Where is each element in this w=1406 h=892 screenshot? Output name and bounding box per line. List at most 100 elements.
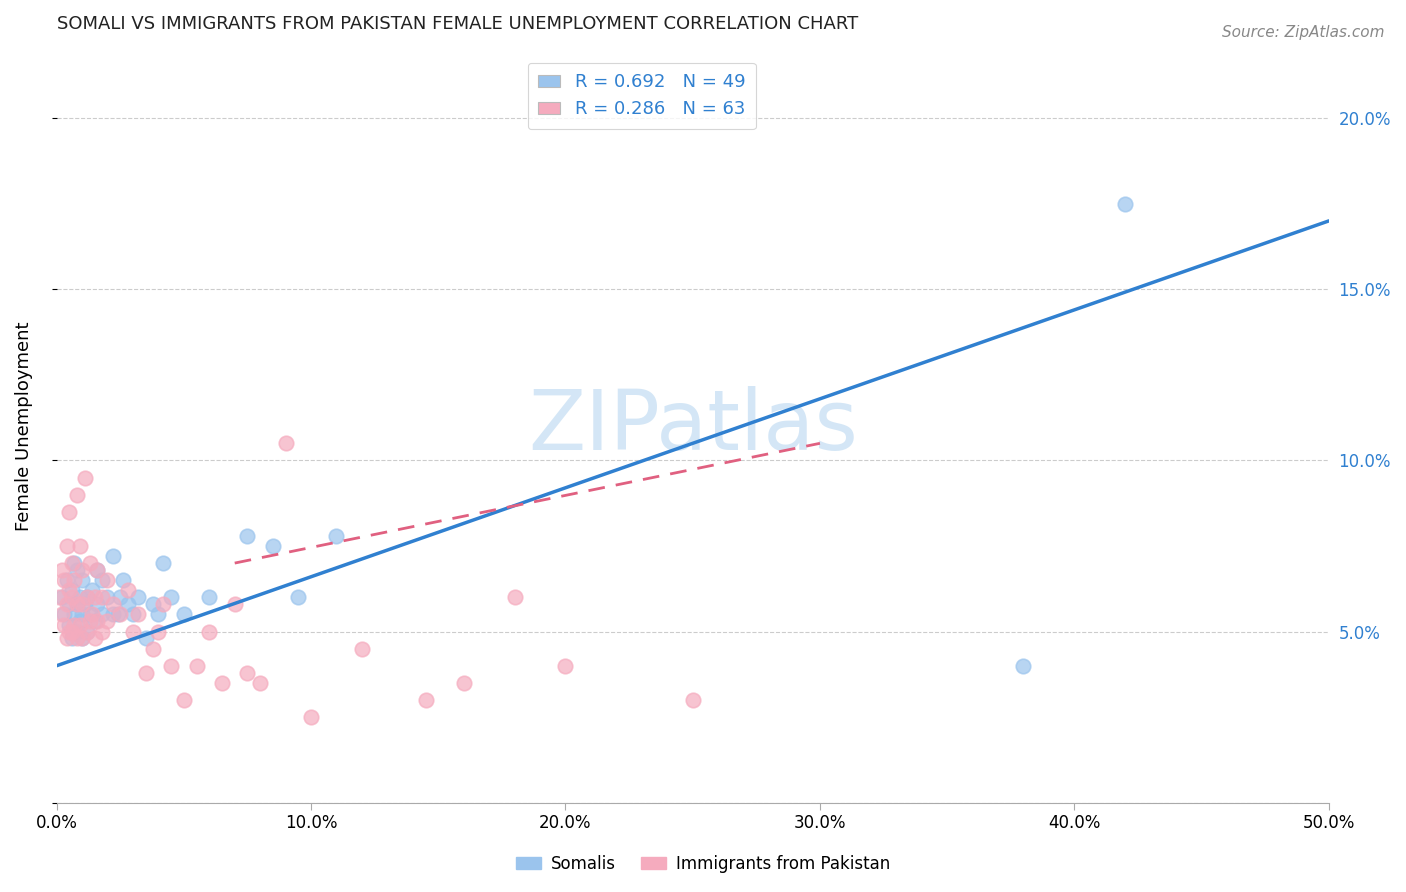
- Legend: R = 0.692   N = 49, R = 0.286   N = 63: R = 0.692 N = 49, R = 0.286 N = 63: [527, 62, 756, 129]
- Point: [79, 556, 101, 570]
- Point: [96, 614, 118, 628]
- Point: [503, 591, 526, 605]
- Point: [60, 632, 83, 646]
- Point: [51, 591, 73, 605]
- Point: [152, 597, 174, 611]
- Point: [186, 658, 208, 673]
- Point: [63, 573, 86, 587]
- Point: [127, 591, 149, 605]
- Point: [101, 549, 124, 564]
- Point: [56, 573, 79, 587]
- Legend: Somalis, Immigrants from Pakistan: Somalis, Immigrants from Pakistan: [509, 848, 897, 880]
- Point: [224, 597, 246, 611]
- Point: [682, 693, 704, 707]
- Point: [236, 665, 259, 680]
- Point: [142, 597, 165, 611]
- Point: [76, 624, 98, 639]
- Point: [453, 676, 475, 690]
- Point: [63, 617, 86, 632]
- Point: [66, 597, 89, 611]
- Point: [83, 591, 105, 605]
- Point: [70, 573, 93, 587]
- Point: [60, 624, 83, 639]
- Point: [82, 607, 104, 622]
- Point: [58, 624, 80, 639]
- Point: [86, 614, 108, 628]
- Point: [56, 597, 79, 611]
- Point: [236, 529, 259, 543]
- Point: [1114, 196, 1136, 211]
- Point: [152, 556, 174, 570]
- Point: [111, 573, 134, 587]
- Point: [554, 658, 576, 673]
- Point: [122, 607, 145, 622]
- Point: [274, 436, 297, 450]
- Point: [69, 539, 91, 553]
- Point: [107, 607, 129, 622]
- Point: [69, 591, 91, 605]
- Point: [69, 614, 91, 628]
- Text: Source: ZipAtlas.com: Source: ZipAtlas.com: [1222, 25, 1385, 40]
- Point: [73, 470, 96, 484]
- Point: [58, 597, 80, 611]
- Point: [91, 591, 114, 605]
- Point: [325, 529, 347, 543]
- Text: SOMALI VS IMMIGRANTS FROM PAKISTAN FEMALE UNEMPLOYMENT CORRELATION CHART: SOMALI VS IMMIGRANTS FROM PAKISTAN FEMAL…: [56, 15, 858, 33]
- Point: [51, 607, 73, 622]
- Point: [83, 632, 105, 646]
- Point: [262, 539, 284, 553]
- Point: [70, 632, 93, 646]
- Point: [86, 597, 108, 611]
- Point: [70, 632, 93, 646]
- Point: [66, 563, 89, 577]
- Point: [148, 607, 170, 622]
- Point: [96, 591, 118, 605]
- Point: [58, 617, 80, 632]
- Point: [86, 563, 108, 577]
- Point: [76, 624, 98, 639]
- Point: [127, 607, 149, 622]
- Point: [160, 658, 183, 673]
- Point: [91, 624, 114, 639]
- Point: [110, 607, 132, 622]
- Point: [350, 641, 373, 656]
- Point: [101, 597, 124, 611]
- Point: [73, 597, 96, 611]
- Point: [86, 563, 108, 577]
- Point: [91, 607, 114, 622]
- Point: [58, 583, 80, 598]
- Point: [117, 583, 139, 598]
- Point: [51, 563, 73, 577]
- Point: [173, 607, 195, 622]
- Point: [211, 676, 233, 690]
- Point: [135, 632, 157, 646]
- Point: [91, 573, 114, 587]
- Point: [299, 710, 322, 724]
- Point: [198, 591, 221, 605]
- Point: [70, 607, 93, 622]
- Point: [79, 614, 101, 628]
- Point: [53, 607, 76, 622]
- Text: ZIPatlas: ZIPatlas: [527, 385, 858, 467]
- Point: [56, 632, 79, 646]
- Point: [249, 676, 271, 690]
- Point: [58, 505, 80, 519]
- Point: [82, 583, 104, 598]
- Point: [83, 614, 105, 628]
- Point: [287, 591, 309, 605]
- Point: [60, 591, 83, 605]
- Point: [76, 591, 98, 605]
- Point: [70, 563, 93, 577]
- Point: [63, 556, 86, 570]
- Point: [66, 632, 89, 646]
- Point: [53, 617, 76, 632]
- Point: [415, 693, 437, 707]
- Point: [148, 624, 170, 639]
- Y-axis label: Female Unemployment: Female Unemployment: [15, 321, 32, 531]
- Point: [122, 624, 145, 639]
- Point: [117, 597, 139, 611]
- Point: [48, 591, 70, 605]
- Point: [69, 617, 91, 632]
- Point: [60, 583, 83, 598]
- Point: [63, 607, 86, 622]
